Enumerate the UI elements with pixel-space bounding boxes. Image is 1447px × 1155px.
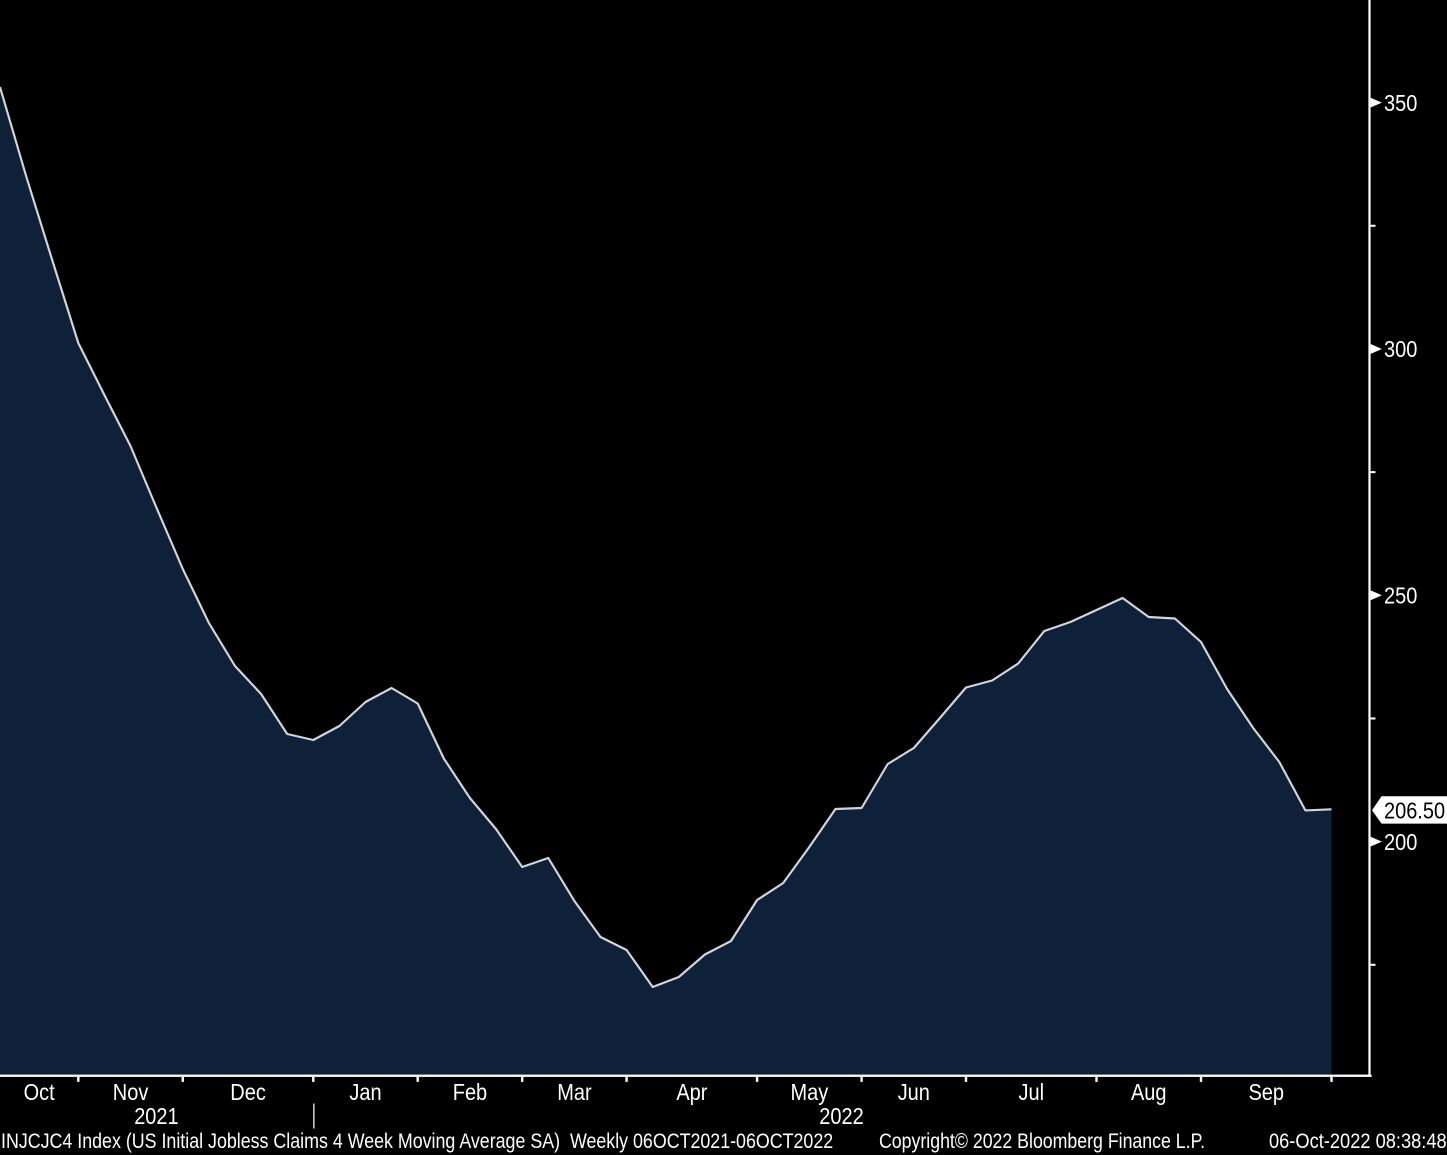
svg-text:2022: 2022 bbox=[819, 1102, 863, 1129]
svg-text:200: 200 bbox=[1384, 828, 1417, 855]
svg-text:Feb: Feb bbox=[453, 1078, 487, 1105]
svg-text:2021: 2021 bbox=[134, 1102, 178, 1129]
svg-text:Copyright© 2022 Bloomberg Fina: Copyright© 2022 Bloomberg Finance L.P. bbox=[879, 1130, 1205, 1154]
svg-text:Oct: Oct bbox=[24, 1078, 55, 1105]
svg-text:Mar: Mar bbox=[557, 1078, 591, 1105]
svg-text:May: May bbox=[790, 1078, 828, 1105]
svg-text:Aug: Aug bbox=[1131, 1078, 1167, 1105]
svg-text:300: 300 bbox=[1384, 336, 1417, 363]
svg-text:Jul: Jul bbox=[1018, 1078, 1044, 1105]
svg-text:Nov: Nov bbox=[113, 1078, 149, 1105]
svg-text:Dec: Dec bbox=[230, 1078, 266, 1105]
svg-text:INJCJC4 Index (US Initial Jobl: INJCJC4 Index (US Initial Jobless Claims… bbox=[1, 1130, 833, 1154]
svg-text:06-Oct-2022 08:38:48: 06-Oct-2022 08:38:48 bbox=[1269, 1130, 1447, 1153]
svg-text:Jan: Jan bbox=[349, 1078, 381, 1105]
svg-text:350: 350 bbox=[1384, 89, 1417, 116]
svg-text:Apr: Apr bbox=[676, 1078, 707, 1105]
svg-text:250: 250 bbox=[1384, 582, 1417, 609]
svg-text:Sep: Sep bbox=[1248, 1078, 1284, 1105]
svg-text:206.50: 206.50 bbox=[1384, 797, 1445, 824]
svg-text:Jun: Jun bbox=[898, 1078, 930, 1105]
